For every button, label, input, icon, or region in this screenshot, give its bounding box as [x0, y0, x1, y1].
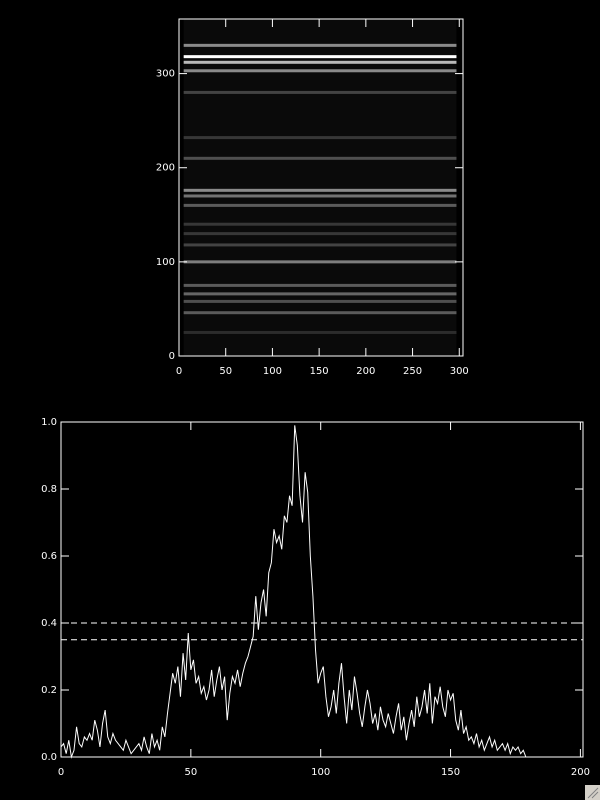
image-streak [183, 69, 457, 73]
image-background [183, 19, 457, 356]
profile-line [60, 425, 527, 759]
x-tick-label: 150 [310, 366, 329, 377]
y-tick-label: 0.6 [41, 551, 57, 562]
image-streak [183, 188, 457, 192]
image-streak [183, 222, 457, 226]
image-streak [183, 311, 457, 315]
y-tick-label: 300 [156, 69, 175, 80]
image-streak [183, 299, 457, 303]
x-tick-label: 0 [176, 366, 182, 377]
image-streak [183, 260, 457, 264]
resize-grip[interactable] [585, 785, 600, 800]
y-tick-label: 100 [156, 257, 175, 268]
y-tick-label: 0.4 [41, 618, 57, 629]
image-streak [183, 136, 457, 140]
x-tick-label: 100 [263, 366, 282, 377]
image-streak [183, 330, 457, 334]
x-tick-label: 50 [219, 366, 232, 377]
y-tick-label: 0.8 [41, 484, 57, 495]
image-streak [183, 43, 457, 47]
y-tick-label: 0.0 [41, 752, 57, 763]
image-streak [183, 292, 457, 296]
image-streak [183, 283, 457, 287]
x-tick-label: 300 [450, 366, 469, 377]
y-tick-label: 0.2 [41, 685, 57, 696]
x-tick-label: 100 [311, 767, 330, 778]
x-tick-label: 200 [356, 366, 375, 377]
grip-line [591, 791, 599, 799]
y-tick-label: 1.0 [41, 417, 57, 428]
plot-frame [178, 18, 464, 357]
image-streak [183, 203, 457, 207]
x-tick-label: 150 [441, 767, 460, 778]
image-streak [183, 232, 457, 236]
chart: 0 50 100 150 200 0.0 0.2 0.4 0.6 0.8 1.0 [41, 417, 590, 778]
image-streak [183, 90, 457, 94]
x-tick-label: 250 [403, 366, 422, 377]
chart: 0 50 100 150 200 250 300 0 100 200 300 [156, 18, 469, 377]
grip-line [587, 787, 599, 799]
x-tick-label: 50 [184, 767, 197, 778]
plot-frame [60, 421, 584, 758]
x-tick-label: 0 [58, 767, 64, 778]
x-tick-label: 200 [571, 767, 590, 778]
image-streak [183, 243, 457, 247]
grip-box [585, 785, 600, 800]
image-streak [183, 55, 457, 59]
image-streak [183, 156, 457, 160]
image-streak [183, 60, 457, 64]
image-streak [183, 194, 457, 198]
y-tick-label: 200 [156, 163, 175, 174]
y-tick-label: 0 [169, 351, 175, 362]
